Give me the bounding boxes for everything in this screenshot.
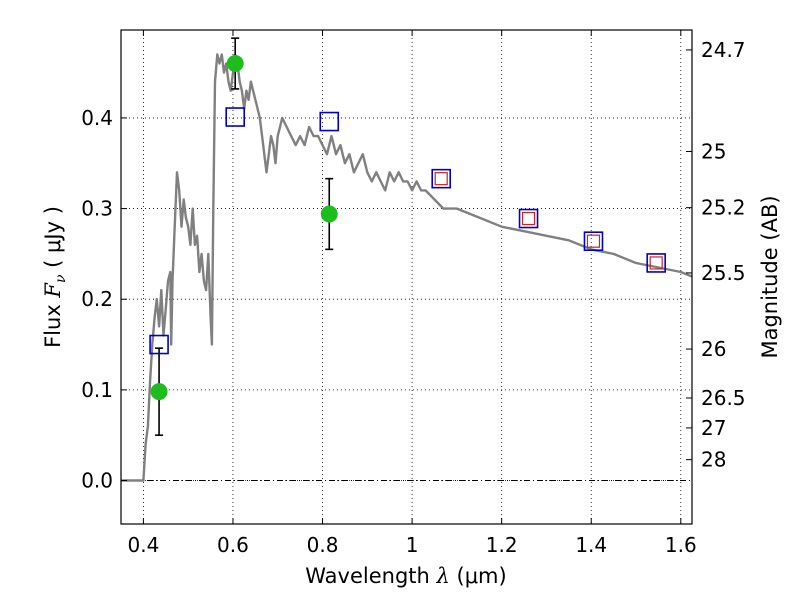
x-axis-ticks: 0.4 0.6 0.8 1 1.2 1.4 1.6 xyxy=(127,30,697,557)
model-photometry-square xyxy=(225,107,245,127)
magnitude-tick-label: 28 xyxy=(701,448,726,472)
x-tick-label: 0.4 xyxy=(127,533,159,557)
data-marks xyxy=(149,37,666,436)
x-tick-label: 1.2 xyxy=(486,533,518,557)
x-tick-label: 1.4 xyxy=(575,533,607,557)
y-tick-label: 0.4 xyxy=(81,106,113,130)
ir-photometry-square xyxy=(649,256,663,270)
magnitude-tick-label: 26.5 xyxy=(701,386,746,410)
x-tick-label: 1 xyxy=(406,533,419,557)
magnitude-tick-label: 25.5 xyxy=(701,261,746,285)
model-spectrum-line xyxy=(121,53,693,482)
ir-photometry-square xyxy=(586,234,601,248)
y-tick-label: 0.3 xyxy=(81,197,113,221)
y-tick-label: 0.1 xyxy=(81,378,113,402)
ir-photometry-square xyxy=(521,211,536,226)
magnitude-tick-label: 24.7 xyxy=(701,38,746,62)
observed-photometry-point xyxy=(150,383,168,401)
model-photometry-square xyxy=(518,208,539,229)
model-photometry-square xyxy=(646,253,666,273)
model-photometry-square xyxy=(431,168,452,189)
x-tick-label: 0.6 xyxy=(217,533,249,557)
magnitude-axis-ticks: 24.7 25 25.2 25.5 26 26.5 27 28 xyxy=(686,38,746,472)
ir-photometry-square xyxy=(434,172,448,186)
magnitude-tick-label: 25.2 xyxy=(701,196,746,220)
x-tick-label: 1.6 xyxy=(665,533,697,557)
magnitude-tick-label: 25 xyxy=(701,139,726,163)
x-axis-label: Wavelength λ (μm) xyxy=(305,564,506,588)
y-tick-label: 0.2 xyxy=(81,287,113,311)
model-photometry-square xyxy=(149,334,169,355)
observed-photometry-point xyxy=(320,205,338,223)
plot-frame xyxy=(120,29,693,525)
magnitude-tick-label: 26 xyxy=(701,337,726,361)
y-axis-ticks: 0.0 0.1 0.2 0.3 0.4 xyxy=(81,106,127,492)
magnitude-tick-label: 27 xyxy=(701,416,726,440)
model-photometry-square xyxy=(319,111,340,132)
y-tick-label: 0.0 xyxy=(81,468,113,492)
magnitude-axis-label: Magnitude (AB) xyxy=(758,195,782,358)
x-tick-label: 0.8 xyxy=(307,533,339,557)
y-axis-label: Flux Fν ( μJy ) xyxy=(41,206,69,348)
model-photometry-square xyxy=(583,231,604,251)
observed-photometry-point xyxy=(226,55,244,73)
